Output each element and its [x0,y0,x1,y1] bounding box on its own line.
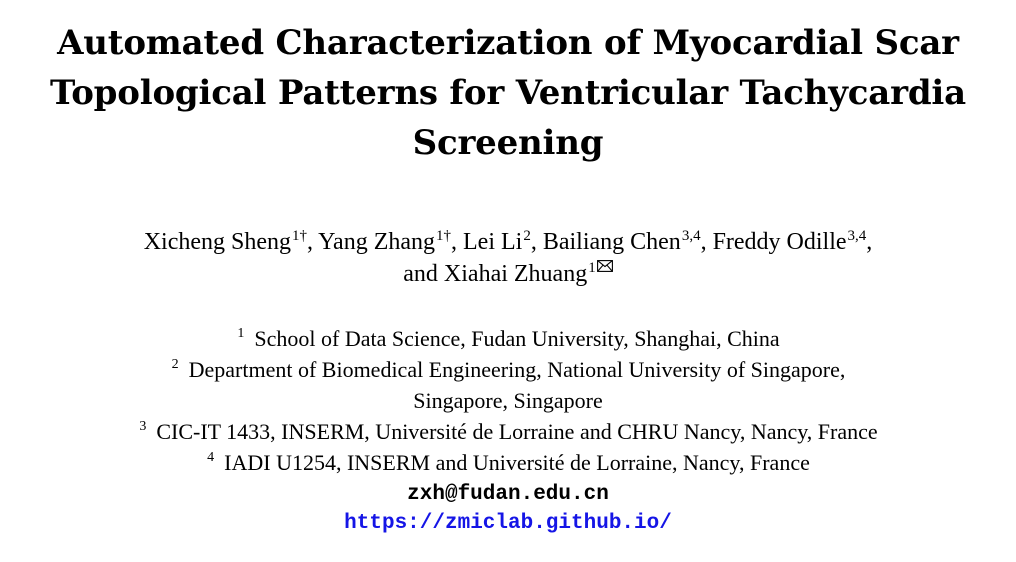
affiliation-item: 3 CIC-IT 1433, INSERM, Université de Lorr… [0,416,1016,447]
affiliation-item: 4 IADI U1254, INSERM and Université de Lo… [0,447,1016,478]
author-affiliation-mark: 3,4 [681,228,701,244]
affiliation-text: Department of Biomedical Engineering, Na… [188,357,846,382]
author-name: Yang Zhang [318,229,436,255]
author-affiliation-mark: 3,4 [847,228,867,244]
affiliation-mark: 3 [139,419,147,434]
author-separator: , [307,229,319,255]
affiliation-item: 2 Department of Biomedical Engineering, N… [0,354,1016,385]
title-line: Screening [412,123,604,163]
affiliation-mark: 1 [237,326,245,341]
envelope-icon [596,260,613,272]
author-name: Xiahai Zhuang [443,261,588,287]
author-name: Lei Li [463,229,523,255]
affiliation-list: 1 School of Data Science, Fudan Universit… [0,323,1016,478]
author-conjunction: and [403,261,444,287]
affiliation-text: School of Data Science, Fudan University… [254,326,780,351]
affiliation-text: IADI U1254, INSERM and Université de Lor… [224,450,810,475]
paper-title: Automated Characterization of Myocardial… [0,18,1016,168]
lab-url-link[interactable]: https://zmiclab.github.io/ [344,512,672,535]
author-line: Xicheng Sheng1†, Yang Zhang1†, Lei Li2, … [0,226,1016,258]
title-line: Automated Characterization of Myocardial… [57,23,959,63]
author-separator: , [530,229,543,255]
author-name: Xicheng Sheng [143,229,291,255]
affiliation-continuation: Singapore, Singapore [0,385,1016,416]
author-separator: , [700,229,713,255]
author-name: Freddy Odille [712,229,847,255]
contact-email: zxh@fudan.edu.cn [407,483,609,506]
author-affiliation-mark: 1† [436,228,452,244]
title-line: Topological Patterns for Ventricular Tac… [50,73,966,113]
affiliation-mark: 4 [207,450,215,465]
author-name: Bailiang Chen [542,229,681,255]
lab-url-line: https://zmiclab.github.io/ [0,509,1016,539]
author-affiliation-mark: 2 [523,228,531,244]
author-affiliation-mark: 1 [588,260,596,276]
author-affiliation-mark: 1† [292,228,307,244]
affiliation-text: Singapore, Singapore [413,388,603,413]
affiliation-mark: 2 [171,357,179,372]
author-list: Xicheng Sheng1†, Yang Zhang1†, Lei Li2, … [0,226,1016,290]
author-line: and Xiahai Zhuang1 [0,258,1016,290]
author-separator: , [866,229,873,255]
affiliation-text: CIC-IT 1433, INSERM, Université de Lorra… [156,419,878,444]
affiliation-item: 1 School of Data Science, Fudan Universit… [0,323,1016,354]
author-separator: , [451,229,464,255]
